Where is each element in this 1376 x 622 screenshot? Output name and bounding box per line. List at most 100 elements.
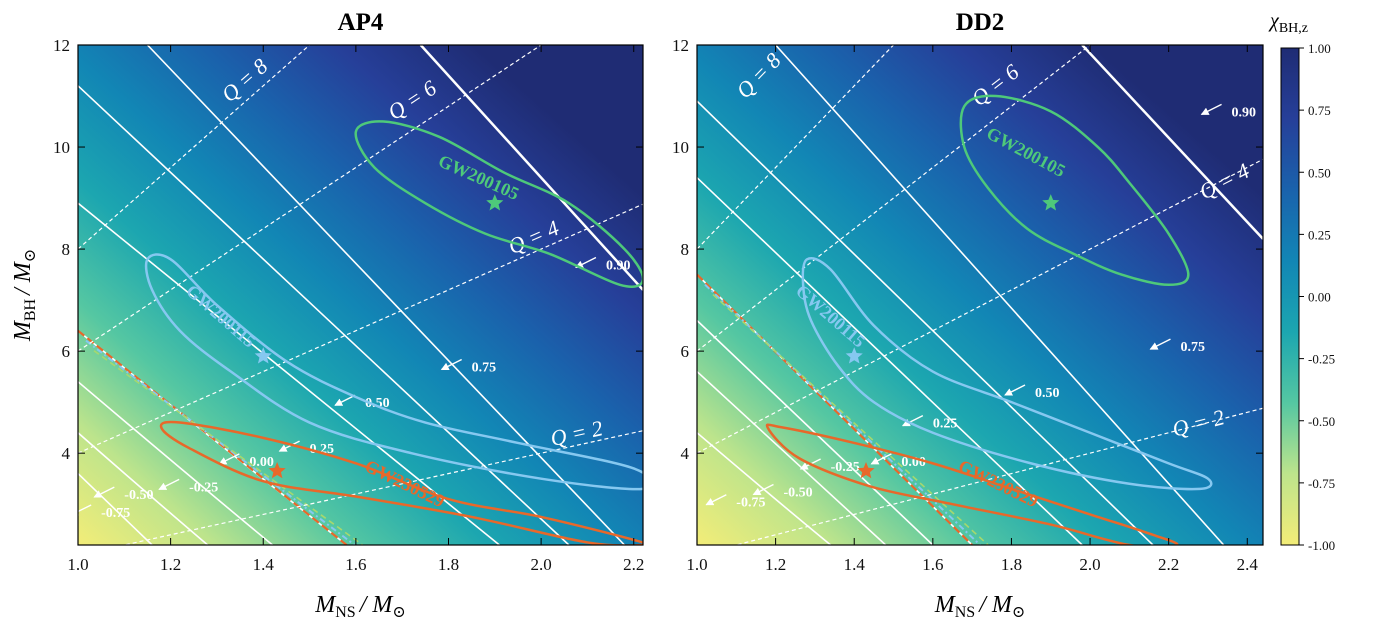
spin-arrow-0.25 bbox=[901, 415, 924, 427]
q-line-6 bbox=[697, 45, 1092, 352]
spin-label--0.50: -0.50 bbox=[783, 486, 812, 501]
x-tick-label: 2.4 bbox=[1237, 555, 1259, 574]
x-label-unit: / M bbox=[358, 592, 395, 618]
spin-arrow--0.75 bbox=[705, 494, 727, 506]
spin-label--0.25: -0.25 bbox=[189, 480, 218, 495]
x-tick-label: 2.2 bbox=[1158, 555, 1179, 574]
y-label-unit-sub: ⊙ bbox=[22, 249, 39, 262]
event-contour-gw230529 bbox=[159, 420, 643, 545]
event-star-gw230529 bbox=[268, 462, 286, 479]
colorbar: -1.00 -0.75 -0.50 -0.25 0.00 0.25 0.50 0.75 1.00… bbox=[1268, 10, 1335, 553]
x-label-sub: NS bbox=[335, 604, 355, 621]
colorbar-tick-label: 0.25 bbox=[1308, 227, 1331, 242]
x-tick-label: 1.6 bbox=[922, 555, 943, 574]
chart-title: DD2 bbox=[956, 9, 1005, 36]
q-line-4 bbox=[697, 158, 1263, 454]
x-tick-label: 2.0 bbox=[530, 555, 551, 574]
event-star-gw200105 bbox=[486, 194, 504, 211]
spin-label--0.75: -0.75 bbox=[736, 496, 765, 511]
colorbar-bar bbox=[1280, 47, 1300, 546]
spin-contour-0.25 bbox=[78, 202, 500, 545]
colorbar-label-sub: BH,z bbox=[1279, 21, 1308, 36]
spin-label-0.75: 0.75 bbox=[472, 361, 497, 376]
spin-arrow-0.00 bbox=[870, 453, 892, 465]
spin-arrow-0.00 bbox=[218, 453, 240, 465]
colorbar-label: χBH,z bbox=[1268, 10, 1308, 36]
spin-label--0.25: -0.25 bbox=[831, 460, 860, 475]
spin-arrow--0.25 bbox=[158, 478, 180, 491]
y-tick-label: 12 bbox=[672, 36, 689, 55]
colorbar-tick-label: -0.50 bbox=[1308, 414, 1335, 429]
colorbar-label-main: χ bbox=[1268, 10, 1280, 32]
y-label-main: M bbox=[10, 319, 36, 342]
x-tick-label: 1.0 bbox=[67, 555, 88, 574]
axes-frame bbox=[696, 44, 1264, 546]
y-tick-label: 12 bbox=[53, 36, 70, 55]
x-label-main: M bbox=[934, 592, 957, 618]
q-line-8 bbox=[697, 45, 895, 250]
spin-arrow-0.50 bbox=[334, 394, 356, 406]
spin-contour--0.50 bbox=[78, 432, 209, 545]
spin-label-0.50: 0.50 bbox=[1035, 386, 1060, 401]
y-tick-label: 6 bbox=[62, 342, 71, 361]
plot-area: -0.75-0.50-0.250.000.250.500.750.90Q = 2… bbox=[78, 45, 643, 545]
event-contour-gw230529 bbox=[765, 423, 1179, 545]
spin-label--0.75: -0.75 bbox=[101, 506, 130, 521]
spin-contour-0.75 bbox=[146, 45, 626, 545]
x-tick-label: 1.4 bbox=[253, 555, 275, 574]
x-tick-label: 1.0 bbox=[686, 555, 707, 574]
event-contour-gw200105 bbox=[959, 94, 1190, 287]
y-tick-label: 6 bbox=[681, 342, 690, 361]
event-contour-gw200115 bbox=[801, 257, 1213, 491]
y-label-unit: / M bbox=[10, 260, 36, 297]
spin-zero-line-blue bbox=[85, 339, 356, 545]
spin-contour-0.90 bbox=[1081, 45, 1263, 240]
x-label-main: M bbox=[314, 592, 337, 618]
event-star-gw200105 bbox=[1042, 194, 1060, 211]
x-label-unit-sub: ⊙ bbox=[1012, 604, 1025, 621]
spin-contour--0.75 bbox=[78, 472, 153, 545]
spin-contour-0.90 bbox=[419, 45, 643, 291]
axes-frame bbox=[77, 44, 644, 546]
spin-arrow-0.25 bbox=[278, 440, 300, 452]
colorbar-tick-label: -0.25 bbox=[1308, 352, 1335, 367]
colorbar-tick-label: -0.75 bbox=[1308, 476, 1335, 491]
colorbar-tick-label: -1.00 bbox=[1308, 538, 1335, 553]
y-tick-label: 8 bbox=[681, 240, 690, 259]
x-label-sub: NS bbox=[955, 604, 975, 621]
q-line-4 bbox=[78, 203, 643, 454]
colorbar-tick-label: 1.00 bbox=[1308, 41, 1331, 56]
x-tick-label: 1.8 bbox=[438, 555, 459, 574]
event-star-gw200115 bbox=[254, 347, 272, 364]
spin-label-0.25: 0.25 bbox=[933, 417, 958, 432]
spin-contour--0.50 bbox=[697, 370, 887, 545]
x-tick-label: 1.2 bbox=[765, 555, 786, 574]
spin-arrow-0.75 bbox=[1149, 338, 1171, 350]
x-tick-label: 1.4 bbox=[844, 555, 866, 574]
event-star-gw230529 bbox=[857, 462, 875, 479]
spin-zero-line-green bbox=[93, 350, 364, 545]
spin-arrow--0.50 bbox=[752, 483, 774, 496]
x-tick-label: 1.6 bbox=[345, 555, 366, 574]
x-tick-label: 1.8 bbox=[1001, 555, 1022, 574]
x-tick-label: 2.0 bbox=[1079, 555, 1100, 574]
event-contour-gw200115 bbox=[144, 253, 643, 491]
y-tick-label: 8 bbox=[62, 240, 71, 259]
spin-arrow-0.75 bbox=[440, 358, 462, 371]
spin-arrow-0.50 bbox=[1004, 384, 1026, 396]
y-tick-label: 10 bbox=[672, 138, 689, 157]
spin-contour--0.75 bbox=[697, 432, 832, 545]
x-axis-label: MNS / M⊙ bbox=[934, 592, 1026, 621]
chart-title: AP4 bbox=[338, 9, 384, 36]
panel-dd2: -0.75-0.50-0.25 0.000.250.500.750.90Q = 2… bbox=[672, 9, 1264, 621]
x-label-unit: / M bbox=[977, 592, 1014, 618]
colorbar-tick-label: 0.75 bbox=[1308, 103, 1331, 118]
event-star-gw200115 bbox=[845, 347, 863, 364]
y-tick-label: 4 bbox=[62, 444, 71, 463]
spin-contour--0.25 bbox=[78, 381, 274, 545]
spin-arrow-0.90 bbox=[1200, 103, 1222, 116]
colorbar-tick-label: 0.00 bbox=[1308, 290, 1331, 305]
spin-contour-0.50 bbox=[697, 100, 1154, 545]
x-tick-label: 2.2 bbox=[623, 555, 644, 574]
